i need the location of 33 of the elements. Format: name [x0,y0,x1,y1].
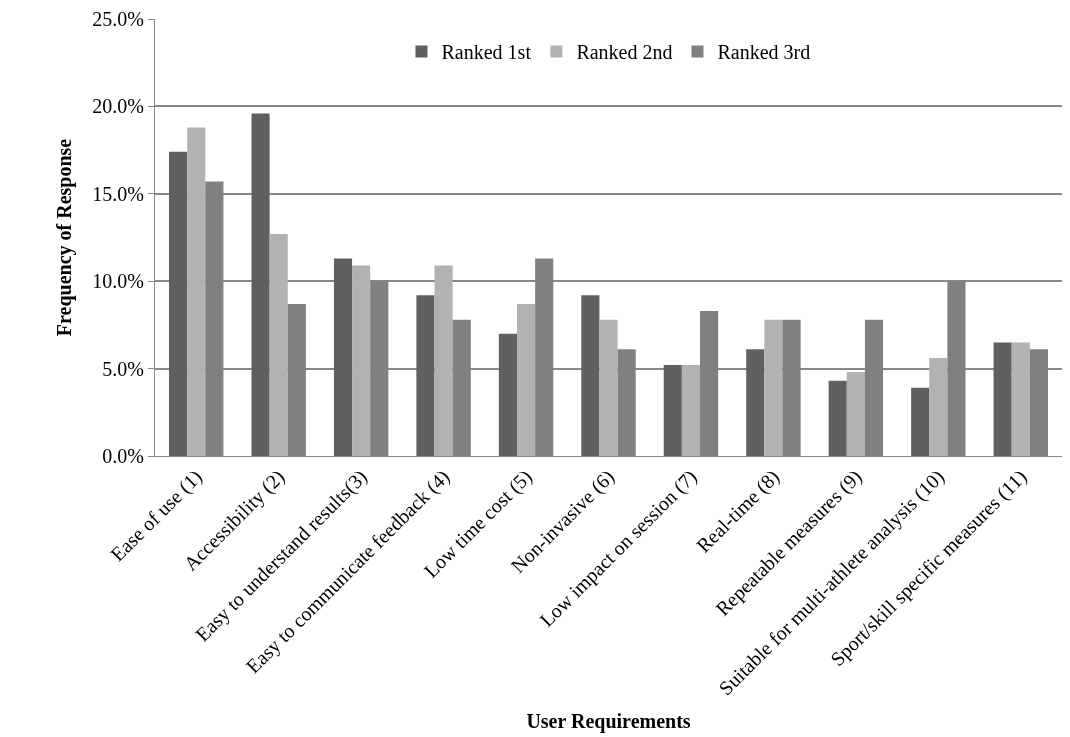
bar [929,358,948,456]
bar [333,258,353,456]
y-tick-label: 20.0% [92,95,144,118]
legend-label: Ranked 1st [441,41,532,64]
bar [251,113,270,456]
y-tick-label: 10.0% [92,270,144,293]
y-tick-label: 0.0% [102,445,144,467]
bar [269,234,288,456]
y-tick-label: 25.0% [92,8,144,30]
bar [581,295,600,456]
bar [516,303,536,456]
bar [1011,342,1030,456]
y-axis-title: Frequency of Response [52,138,76,337]
bar [663,365,682,456]
bar [828,380,847,456]
legend-label: Ranked 3rd [717,41,811,64]
bar [911,387,930,456]
y-tick-label: 15.0% [92,182,144,205]
x-axis-title: User Requirements [526,710,691,734]
bar [993,342,1012,456]
bar [746,349,765,456]
bar [169,151,188,456]
bar [498,333,517,456]
y-tick-label: 5.0% [102,357,144,380]
legend-label: Ranked 2nd [576,41,673,64]
bar [764,319,783,456]
bar [681,365,701,456]
bar [416,295,435,456]
bar [846,372,865,456]
bar [599,319,618,456]
bar [434,265,453,456]
bar [187,127,206,456]
bar [352,265,371,456]
